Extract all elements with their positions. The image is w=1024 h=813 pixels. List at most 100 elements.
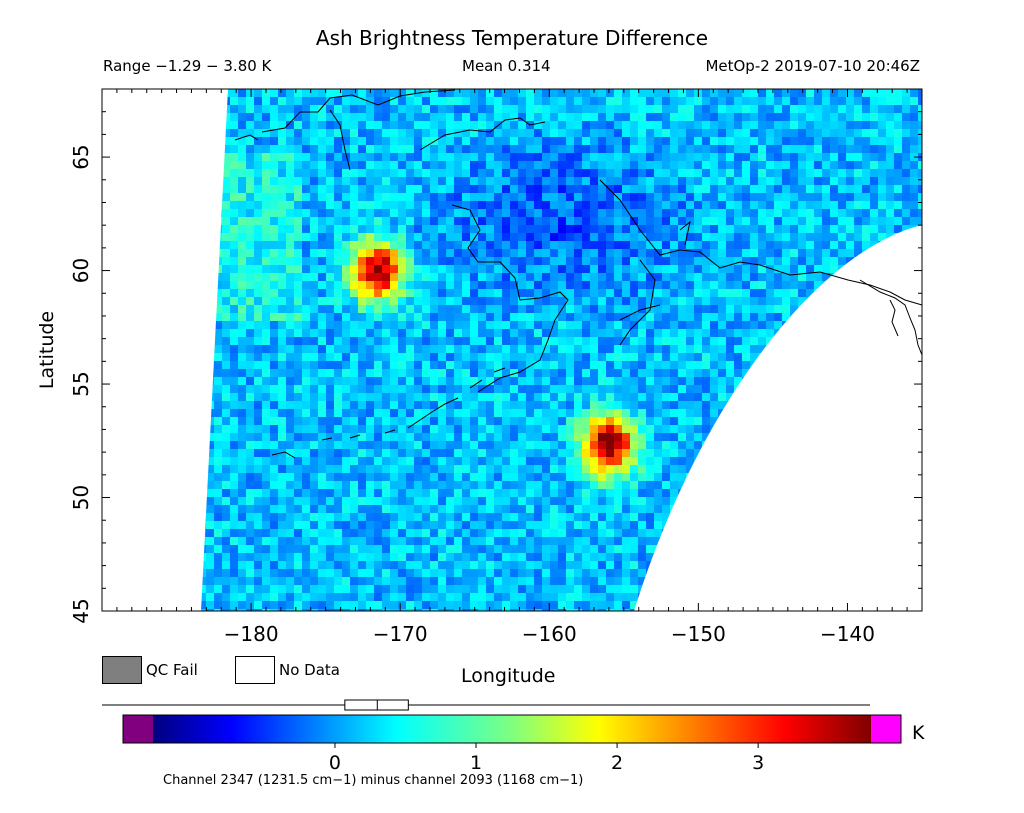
data-pixel [382,121,390,129]
data-pixel [422,249,430,257]
data-pixel [598,313,606,321]
data-pixel [214,105,222,113]
data-pixel [518,217,526,225]
data-pixel [758,441,766,449]
data-pixel [206,145,214,153]
data-pixel [558,153,566,161]
data-pixel [622,401,630,409]
data-pixel [790,441,798,449]
data-pixel [830,353,838,361]
data-pixel [838,241,846,249]
data-pixel [422,409,430,417]
data-pixel [742,177,750,185]
data-pixel [678,209,686,217]
data-pixel [878,161,886,169]
data-pixel [366,113,374,121]
data-pixel [478,249,486,257]
data-pixel [438,113,446,121]
data-pixel [358,321,366,329]
data-pixel [350,105,358,113]
data-pixel [486,401,494,409]
data-pixel [518,209,526,217]
data-pixel [374,281,382,289]
data-pixel [462,145,470,153]
data-pixel [406,289,414,297]
data-pixel [454,409,462,417]
data-pixel [870,361,878,369]
data-pixel [118,297,126,305]
data-pixel [110,217,118,225]
data-pixel [886,257,894,265]
data-pixel [654,329,662,337]
data-pixel [878,337,886,345]
data-pixel [766,297,774,305]
data-pixel [470,161,478,169]
data-pixel [694,209,702,217]
data-pixel [574,361,582,369]
data-pixel [590,441,598,449]
data-pixel [254,225,262,233]
data-pixel [350,417,358,425]
data-pixel [238,473,246,481]
data-pixel [822,409,830,417]
data-pixel [622,249,630,257]
data-pixel [526,113,534,121]
data-pixel [454,233,462,241]
data-pixel [438,369,446,377]
data-pixel [201,129,206,137]
data-pixel [326,225,334,233]
data-pixel [430,281,438,289]
data-pixel [718,377,726,385]
data-pixel [182,105,190,113]
data-pixel [798,113,806,121]
data-pixel [646,121,654,129]
data-pixel [686,217,694,225]
data-pixel [582,353,590,361]
data-pixel [206,241,214,249]
data-pixel [534,137,542,145]
data-pixel [670,361,678,369]
data-pixel [222,113,230,121]
data-pixel [622,361,630,369]
data-pixel [350,441,358,449]
data-pixel [470,217,478,225]
data-pixel [894,369,902,377]
data-pixel [822,273,830,281]
data-pixel [678,241,686,249]
data-pixel [166,193,174,201]
data-pixel [734,457,742,465]
data-pixel [550,177,558,185]
data-pixel [454,265,462,273]
data-pixel [142,89,150,97]
data-pixel [510,217,518,225]
data-pixel [182,409,190,417]
data-pixel [646,465,654,473]
data-pixel [254,249,262,257]
data-pixel [662,273,670,281]
data-pixel [590,401,598,409]
data-pixel [302,313,310,321]
data-pixel [678,393,686,401]
data-pixel [678,345,686,353]
data-pixel [342,273,350,281]
data-pixel [678,265,686,273]
data-pixel [414,265,422,273]
data-pixel [614,321,622,329]
data-pixel [846,337,854,345]
data-pixel [158,113,166,121]
data-pixel [334,257,342,265]
data-pixel [838,297,846,305]
data-pixel [606,241,614,249]
data-pixel [566,233,574,241]
data-pixel [206,105,214,113]
data-pixel [102,281,110,289]
data-pixel [734,241,742,249]
data-pixel [806,273,814,281]
data-pixel [374,185,382,193]
data-pixel [798,281,806,289]
data-pixel [614,209,622,217]
data-pixel [414,473,422,481]
data-pixel [134,441,142,449]
data-pixel [542,281,550,289]
data-pixel [334,137,342,145]
